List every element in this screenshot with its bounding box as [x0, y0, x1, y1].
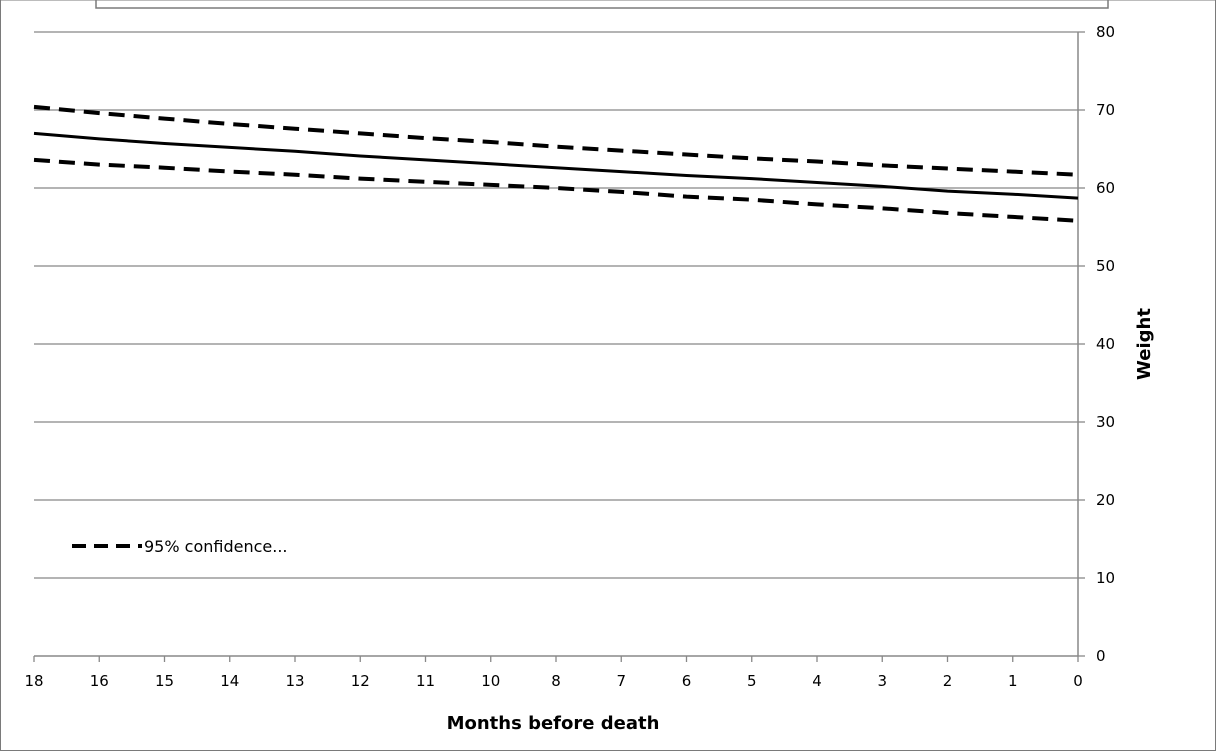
y-tick-label-0: 0	[1096, 647, 1106, 665]
x-tick-labels: 18 16 15 14 13 12 11 10 8 7 6 5 4 3 2 1 0	[24, 672, 1082, 690]
x-tick-label-2: 2	[943, 672, 953, 690]
x-tick-label-8: 8	[551, 672, 561, 690]
y-axis-title: Weight	[1134, 308, 1155, 380]
x-tick-label-10: 10	[481, 672, 500, 690]
y-tick-label-50: 50	[1096, 257, 1115, 275]
x-tick-label-1: 1	[1008, 672, 1018, 690]
x-tick-label-13: 13	[285, 672, 304, 690]
x-tick-label-12: 12	[351, 672, 370, 690]
cropped-title-box	[95, 0, 1109, 9]
x-tick-label-0: 0	[1073, 672, 1083, 690]
x-tick-label-5: 5	[747, 672, 757, 690]
y-tick-label-30: 30	[1096, 413, 1115, 431]
x-tick-label-15: 15	[155, 672, 174, 690]
x-tick-label-14: 14	[220, 672, 239, 690]
x-tick-label-18: 18	[24, 672, 43, 690]
x-tick-label-6: 6	[682, 672, 692, 690]
axes	[33, 31, 1085, 662]
legend-label: 95% confidence...	[144, 537, 288, 556]
y-tick-label-10: 10	[1096, 569, 1115, 587]
x-tick-label-7: 7	[616, 672, 626, 690]
y-tick-labels: 0 10 20 30 40 50 60 70 80	[1096, 23, 1115, 665]
y-tick-label-60: 60	[1096, 179, 1115, 197]
x-tick-label-11: 11	[416, 672, 435, 690]
series-group	[33, 104, 1079, 223]
y-tick-label-20: 20	[1096, 491, 1115, 509]
x-tick-label-4: 4	[812, 672, 822, 690]
x-tick-label-16: 16	[90, 672, 109, 690]
legend: 95% confidence...	[72, 537, 288, 556]
x-tick-label-3: 3	[877, 672, 887, 690]
y-tick-label-40: 40	[1096, 335, 1115, 353]
x-axis-title: Months before death	[447, 713, 660, 734]
series-line-weight	[33, 131, 1079, 200]
y-tick-label-80: 80	[1096, 23, 1115, 41]
y-tick-label-70: 70	[1096, 101, 1115, 119]
